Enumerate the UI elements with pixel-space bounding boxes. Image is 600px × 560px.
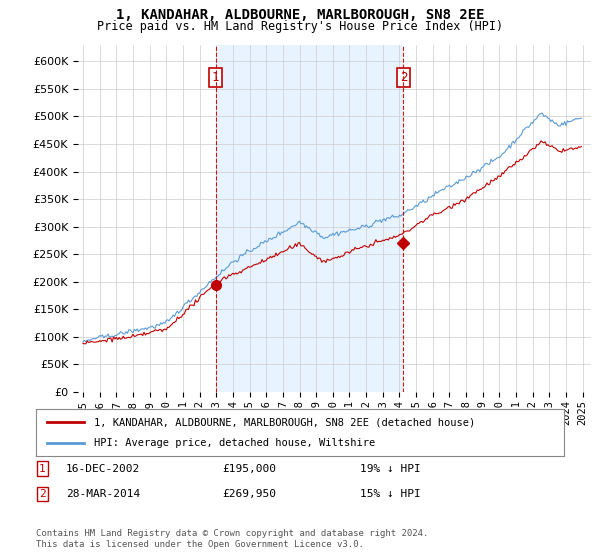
Text: £269,950: £269,950 bbox=[222, 489, 276, 499]
Text: 1, KANDAHAR, ALDBOURNE, MARLBOROUGH, SN8 2EE: 1, KANDAHAR, ALDBOURNE, MARLBOROUGH, SN8… bbox=[116, 8, 484, 22]
Text: 2: 2 bbox=[39, 489, 46, 499]
Text: 15% ↓ HPI: 15% ↓ HPI bbox=[360, 489, 421, 499]
Text: 16-DEC-2002: 16-DEC-2002 bbox=[66, 464, 140, 474]
Text: 1: 1 bbox=[212, 71, 220, 85]
Text: £195,000: £195,000 bbox=[222, 464, 276, 474]
Text: Contains HM Land Registry data © Crown copyright and database right 2024.
This d: Contains HM Land Registry data © Crown c… bbox=[36, 529, 428, 549]
Text: 1: 1 bbox=[39, 464, 46, 474]
Text: 1, KANDAHAR, ALDBOURNE, MARLBOROUGH, SN8 2EE (detached house): 1, KANDAHAR, ALDBOURNE, MARLBOROUGH, SN8… bbox=[94, 417, 475, 427]
Text: 28-MAR-2014: 28-MAR-2014 bbox=[66, 489, 140, 499]
Text: Price paid vs. HM Land Registry's House Price Index (HPI): Price paid vs. HM Land Registry's House … bbox=[97, 20, 503, 32]
Text: HPI: Average price, detached house, Wiltshire: HPI: Average price, detached house, Wilt… bbox=[94, 438, 376, 448]
Text: 2: 2 bbox=[400, 71, 407, 85]
Bar bbox=[215, 45, 403, 392]
Text: 19% ↓ HPI: 19% ↓ HPI bbox=[360, 464, 421, 474]
